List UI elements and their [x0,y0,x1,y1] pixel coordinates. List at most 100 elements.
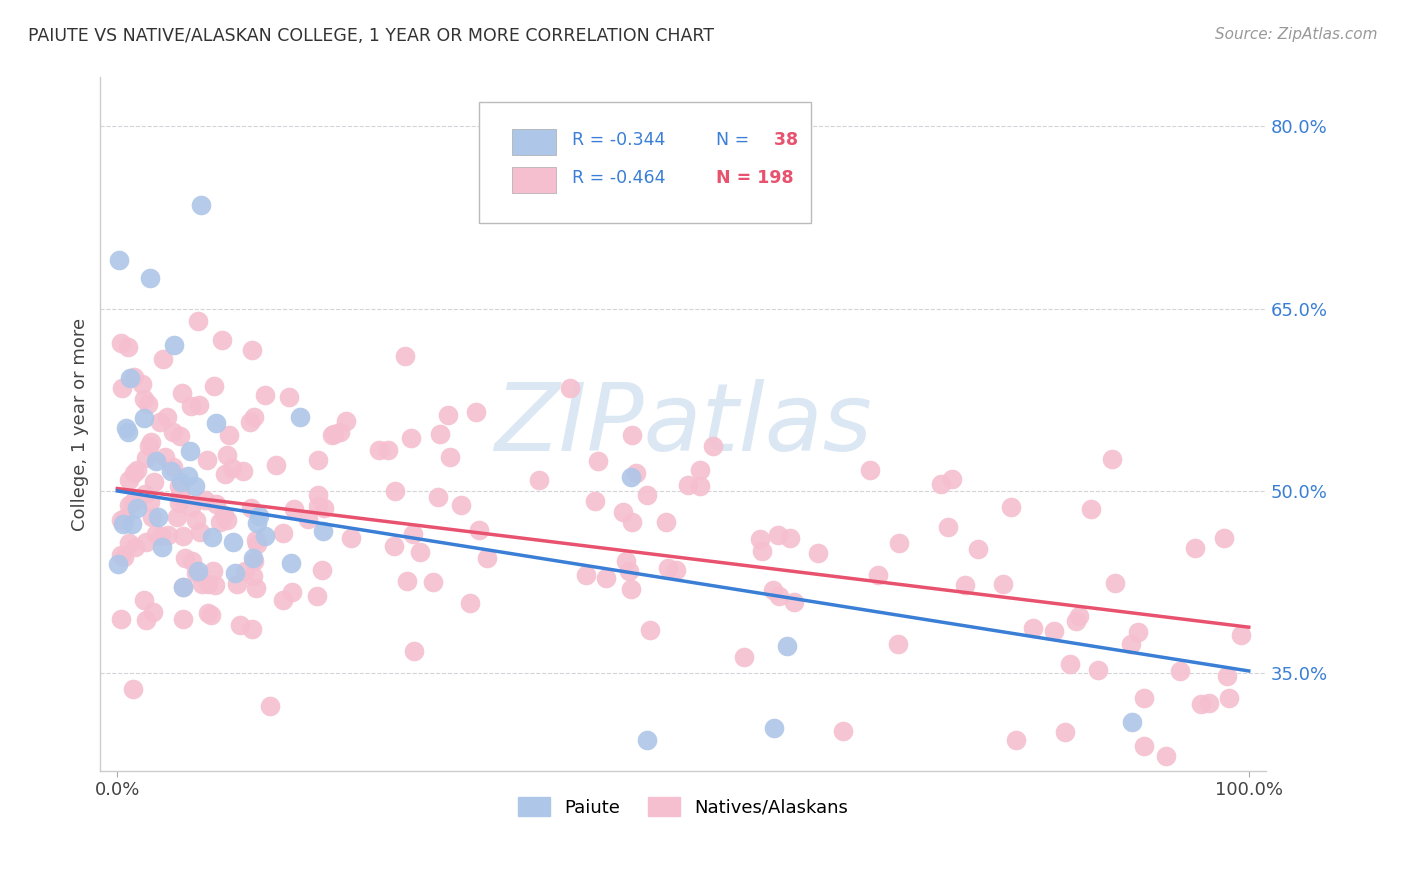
Point [621,515,644,529]
Point [1053,725,1076,739]
Point [217,448,239,462]
Point [118,536,141,550]
Point [1189,698,1212,712]
Point [172,580,194,594]
Point [450,498,472,512]
Point [311,563,333,577]
Point [807,546,830,560]
Point [253,388,276,402]
Point [259,699,281,714]
Point [149,529,172,543]
Point [676,478,699,492]
Point [156,528,179,542]
Point [243,409,266,424]
Point [121,495,143,509]
Point [617,564,640,578]
Point [323,427,346,442]
Point [868,567,890,582]
Point [204,578,226,592]
Point [1069,608,1091,623]
Point [205,497,228,511]
Point [187,398,209,412]
Point [125,463,148,477]
Point [145,453,167,467]
Point [1218,690,1240,705]
Y-axis label: College, 1 year or more: College, 1 year or more [72,318,89,531]
Point [1059,657,1081,671]
Point [246,516,269,531]
Point [111,381,134,395]
Text: ZIPatlas: ZIPatlas [494,378,872,469]
Point [953,578,976,592]
Point [394,349,416,363]
Point [232,464,254,478]
Point [134,392,156,407]
Point [114,511,136,525]
Point [145,526,167,541]
Point [112,549,135,564]
Point [966,542,988,557]
Point [1133,739,1156,754]
Point [281,585,304,599]
Point [204,379,226,393]
Legend: Paiute, Natives/Alaskans: Paiute, Natives/Alaskans [510,790,856,824]
Point [136,397,159,411]
Point [283,502,305,516]
Point [264,458,287,472]
Point [312,500,335,515]
Point [169,429,191,443]
Point [586,454,609,468]
Point [226,577,249,591]
Text: N =: N = [716,131,755,149]
Point [224,566,246,581]
Point [135,451,157,466]
Point [636,488,658,502]
Point [1043,624,1066,638]
Point [197,577,219,591]
Point [384,484,406,499]
Point [186,513,208,527]
Point [465,405,488,419]
Point [665,563,688,577]
Point [384,539,406,553]
Point [889,535,911,549]
Point [321,428,343,442]
Point [1213,531,1236,545]
Point [149,416,172,430]
Point [201,564,224,578]
Point [243,554,266,568]
Point [468,523,491,537]
Point [749,533,772,547]
Point [122,467,145,481]
Point [307,453,329,467]
Point [162,460,184,475]
Point [1184,541,1206,555]
FancyBboxPatch shape [512,167,555,194]
Text: N = 198: N = 198 [716,169,793,187]
Point [107,252,129,267]
Point [125,500,148,515]
Point [179,444,201,458]
Point [595,571,617,585]
Point [636,733,658,747]
Point [117,425,139,440]
Point [152,351,174,366]
Point [194,492,217,507]
Point [240,622,263,636]
Point [110,612,132,626]
Point [1101,452,1123,467]
Point [177,468,200,483]
Point [212,508,235,523]
Point [246,537,269,551]
Point [614,554,637,568]
Point [228,618,250,632]
Point [162,425,184,439]
Point [153,450,176,464]
Point [142,475,165,489]
Point [146,509,169,524]
Point [150,541,173,555]
Point [402,644,425,658]
Point [620,582,643,597]
Point [167,496,190,510]
Point [233,564,256,578]
